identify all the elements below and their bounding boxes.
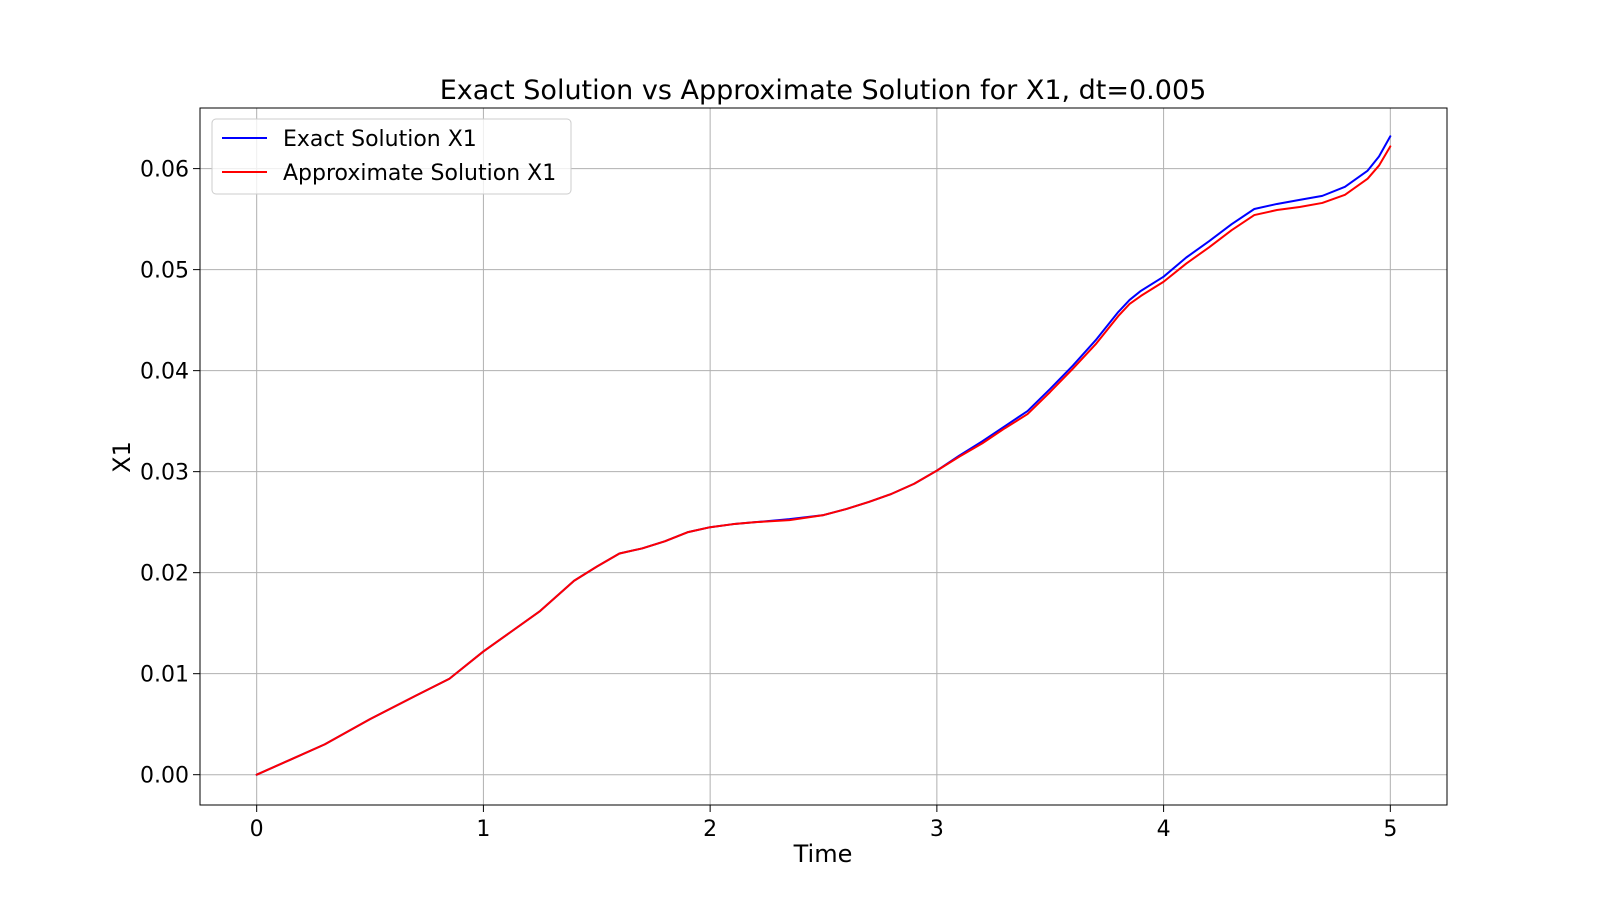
legend-box xyxy=(211,118,572,195)
y-tick-label: 0.00 xyxy=(140,764,189,789)
x-tick-label: 3 xyxy=(930,817,944,842)
x-tick-label: 0 xyxy=(250,817,264,842)
legend: Exact Solution X1 Approximate Solution X… xyxy=(211,118,572,195)
y-tick-label: 0.01 xyxy=(140,663,189,688)
series-lines xyxy=(255,135,1392,776)
y-tick-label: 0.06 xyxy=(140,158,189,183)
y-tick-label: 0.02 xyxy=(140,562,189,587)
axis-ticks: 0 1 2 3 4 5 0.00 0.01 0.02 0.03 0.04 0.05 0.06 xyxy=(140,158,1397,842)
x-tick-label: 4 xyxy=(1157,817,1171,842)
y-tick-label: 0.03 xyxy=(140,461,189,486)
legend-label-exact: Exact Solution X1 xyxy=(283,127,477,152)
x-axis-label: Time xyxy=(793,840,853,868)
legend-label-approximate: Approximate Solution X1 xyxy=(283,161,556,186)
y-tick-label: 0.05 xyxy=(140,259,189,284)
chart-title: Exact Solution vs Approximate Solution f… xyxy=(440,75,1207,106)
y-tick-label: 0.04 xyxy=(140,360,189,385)
x-tick-label: 5 xyxy=(1383,817,1397,842)
axes-frame xyxy=(199,107,1448,806)
grid xyxy=(200,108,1447,805)
x-tick-label: 1 xyxy=(476,817,490,842)
approximate-solution-line xyxy=(255,145,1392,776)
y-axis-label: X1 xyxy=(108,441,136,473)
x-tick-label: 2 xyxy=(703,817,717,842)
